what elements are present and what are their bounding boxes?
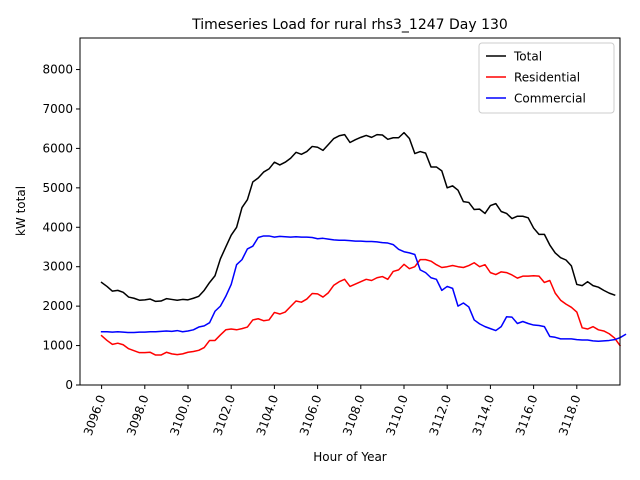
y-tick-label: 3000 (42, 260, 73, 274)
legend: Total Residential Commercial (478, 42, 615, 114)
y-axis-label: kW total (14, 186, 28, 236)
legend-label-total: Total (513, 50, 542, 64)
y-tick-label: 7000 (42, 102, 73, 116)
y-tick-label: 4000 (42, 220, 73, 234)
y-tick-label: 1000 (42, 339, 73, 353)
y-tick-label: 5000 (42, 181, 73, 195)
legend-label-residential: Residential (514, 71, 580, 85)
y-tick-label: 2000 (42, 299, 73, 313)
legend-entries: Total Residential Commercial (486, 50, 586, 106)
legend-label-commercial: Commercial (514, 92, 586, 106)
legend-box (478, 42, 615, 114)
y-tick-label: 6000 (42, 141, 73, 155)
series-line-commercial (100, 235, 627, 342)
chart-title: Timeseries Load for rural rhs3_1247 Day … (191, 17, 508, 33)
series-line-residential (100, 258, 622, 356)
series-line-total (100, 131, 616, 303)
y-axis: 0 1000 2000 3000 4000 5000 6000 7000 8000 (42, 63, 80, 392)
plot-frame (79, 37, 621, 386)
y-tick-label: 8000 (42, 63, 73, 77)
y-tick-label: 0 (65, 378, 73, 392)
series-layer (100, 131, 627, 356)
x-axis-label: Hour of Year (313, 450, 387, 464)
